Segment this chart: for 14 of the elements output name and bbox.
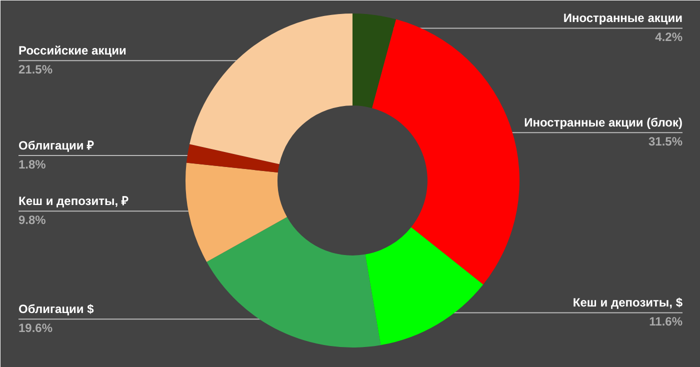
data-label: 21.5% bbox=[18, 62, 53, 77]
slice-label: Российские акции bbox=[18, 44, 126, 58]
data-label: 31.5% bbox=[648, 134, 683, 149]
data-label: 9.8% bbox=[18, 213, 46, 228]
slice-label: Облигации ₽ bbox=[18, 138, 94, 153]
data-label: 4.2% bbox=[655, 30, 683, 44]
slice-label: Иностранные акции bbox=[563, 11, 683, 26]
slice-label: Кеш и депозиты, ₽ bbox=[18, 194, 128, 208]
slice-label: Кеш и депозиты, $ bbox=[572, 296, 683, 310]
data-label: 11.6% bbox=[649, 314, 683, 329]
data-label: 1.8% bbox=[18, 158, 46, 172]
data-label: 19.6% bbox=[18, 321, 53, 336]
slice-label: Облигации $ bbox=[18, 302, 94, 316]
slice-label: Иностранные акции (блок) bbox=[524, 116, 683, 130]
